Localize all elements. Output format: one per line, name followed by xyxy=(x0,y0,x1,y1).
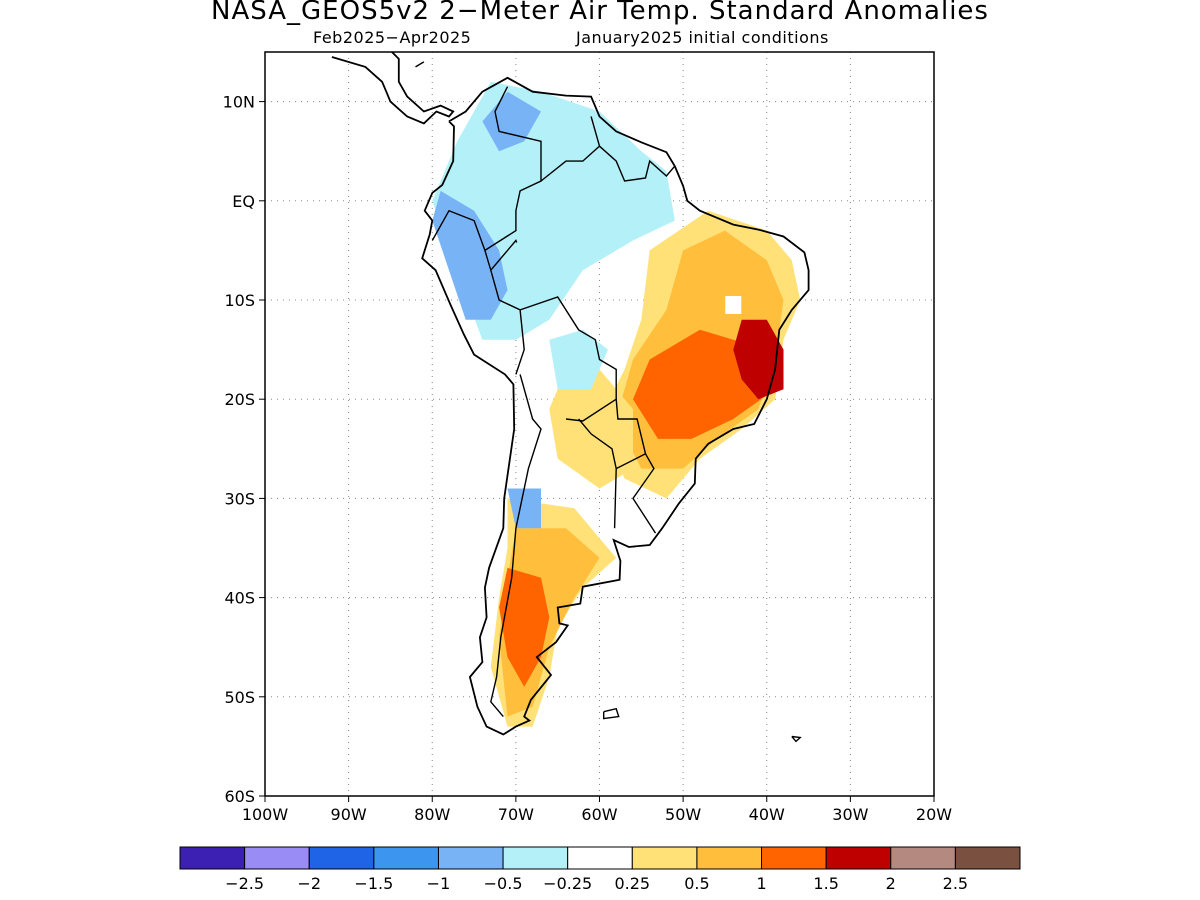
lat-tick-label: EQ xyxy=(232,192,255,211)
lon-tick-label: 20W xyxy=(916,805,952,824)
country-border xyxy=(565,397,647,470)
axis-ticks: 100W 90W 80W 70W 60W 50W 40W 30W 20W 10N EQ 10S 20S 3… xyxy=(223,93,953,824)
country-border xyxy=(490,374,542,718)
colorbar-label: 2.5 xyxy=(943,874,968,893)
colorbar-label: 0.5 xyxy=(684,874,709,893)
lat-tick-label: 10N xyxy=(223,93,255,112)
lat-tick-label: 40S xyxy=(224,589,255,608)
lon-tick-label: 100W xyxy=(242,805,289,824)
country-border xyxy=(519,296,617,400)
central-america-coastline xyxy=(331,52,455,125)
anomaly-region xyxy=(507,488,541,529)
colorbar-swatch xyxy=(825,846,892,870)
island-coastline xyxy=(415,61,425,68)
colorbar-swatch xyxy=(696,846,763,870)
colorbar-swatch xyxy=(761,846,827,870)
lon-tick-label: 50W xyxy=(665,805,701,824)
colorbar-swatch xyxy=(631,846,698,870)
colorbar-swatch xyxy=(890,846,956,870)
lat-tick-label: 30S xyxy=(224,489,255,508)
colorbar-swatch xyxy=(244,846,310,870)
anomaly-region xyxy=(549,329,608,390)
island-coastline xyxy=(603,707,620,720)
colorbar-label: −1 xyxy=(427,874,451,893)
island-coastline xyxy=(791,735,802,743)
colorbar: −2.5 −2 −1.5 −1 −0.5 −0.25 0.25 0.5 1 1.5 2 2.5 xyxy=(179,846,1021,893)
lon-tick-label: 90W xyxy=(331,805,367,824)
colorbar-swatch xyxy=(179,846,246,870)
anomaly-region xyxy=(432,190,508,320)
country-border xyxy=(599,145,676,182)
coastline-borders xyxy=(331,52,810,743)
colorbar-label: 1 xyxy=(756,874,766,893)
initial-conditions-subtitle: January2025 initial conditions xyxy=(576,28,829,47)
colorbar-label: −0.5 xyxy=(484,874,523,893)
lon-tick-label: 40W xyxy=(749,805,785,824)
lat-tick-label: 10S xyxy=(224,291,255,310)
colorbar-label: −0.25 xyxy=(543,874,592,893)
colorbar-swatch xyxy=(502,846,569,870)
period-subtitle: Feb2025−Apr2025 xyxy=(313,28,472,47)
colorbar-label: −1.5 xyxy=(354,874,393,893)
colorbar-label: 2 xyxy=(886,874,896,893)
lon-tick-label: 30W xyxy=(832,805,868,824)
country-border xyxy=(490,239,525,375)
lat-tick-label: 20S xyxy=(224,390,255,409)
south-america-coastline xyxy=(421,76,810,736)
lon-tick-label: 60W xyxy=(581,805,617,824)
lon-tick-label: 70W xyxy=(498,805,534,824)
colorbar-swatch xyxy=(437,846,504,870)
colorbar-swatch xyxy=(954,846,1021,870)
country-border xyxy=(632,453,657,534)
country-border xyxy=(431,209,492,271)
colorbar-swatch xyxy=(308,846,375,870)
lat-tick-label: 50S xyxy=(224,688,255,707)
lon-tick-label: 80W xyxy=(414,805,450,824)
country-border xyxy=(540,116,601,182)
colorbar-label: −2 xyxy=(297,874,321,893)
anomaly-region xyxy=(549,369,633,489)
country-border xyxy=(613,468,617,529)
missing-data-cell xyxy=(725,295,742,314)
colorbar-swatch xyxy=(567,846,633,870)
colorbar-swatch xyxy=(373,846,439,870)
colorbar-label: 1.5 xyxy=(813,874,838,893)
lat-tick-label: 60S xyxy=(224,787,255,806)
anomaly-region xyxy=(733,319,784,400)
map-title: NASA_GEOS5v2 2−Meter Air Temp. Standard … xyxy=(211,0,989,26)
colorbar-label: 0.25 xyxy=(614,874,650,893)
colorbar-label: −2.5 xyxy=(225,874,264,893)
